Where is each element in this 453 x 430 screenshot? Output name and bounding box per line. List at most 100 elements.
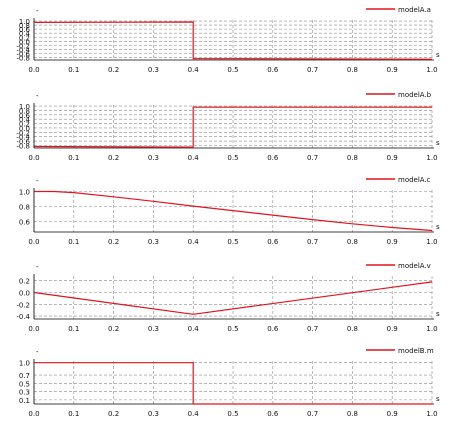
x-tick-label: 0.9 <box>387 238 398 246</box>
y-tick-label: 0.6 <box>19 26 31 34</box>
chart-panel-4: 0.2 0.0 -0.2 -0.4 0.0 0.1 0.2 0.3 0.4 0.5 0.6 0.7 0.… <box>16 262 440 333</box>
y-tick-label: 0.2 <box>19 121 30 129</box>
x-tick-label: 0.3 <box>148 66 159 74</box>
x-tick-label: 0.7 <box>307 410 318 418</box>
x-tick-label: 0.2 <box>108 154 119 162</box>
x-unit-label: s <box>436 310 440 318</box>
y-tick-label: 0.0 <box>19 125 30 133</box>
x-tick-label: 0.7 <box>307 325 318 333</box>
x-unit-label: s <box>436 139 440 147</box>
y-tick-label: -0.2 <box>16 301 30 309</box>
x-tick-label: 0.8 <box>347 410 358 418</box>
y-tick-label: 1.0 <box>19 18 30 26</box>
y-tick-label: 1.0 <box>19 189 30 197</box>
y-unit-label: - <box>36 177 39 185</box>
x-tick-label: 0.3 <box>148 410 159 418</box>
y-tick-label: 0.3 <box>19 389 30 397</box>
x-tick-label: 0.8 <box>347 325 358 333</box>
x-unit-label: s <box>436 223 440 231</box>
x-tick-label: 1.0 <box>426 410 437 418</box>
y-tick-label: -0.4 <box>16 313 30 321</box>
x-tick-label: 0.8 <box>347 238 358 246</box>
x-tick-label: 0.8 <box>347 154 358 162</box>
chart-panel-5: 1.00.70.50.30.10.0 0.1 0.2 0.3 0.4 0.5 0.6 0.7 0… <box>19 347 440 418</box>
x-tick-label: 0.6 <box>267 410 279 418</box>
series-line <box>33 281 433 315</box>
x-tick-label: 1.0 <box>426 238 437 246</box>
x-tick-label: 0.0 <box>28 325 39 333</box>
x-tick-label: 0.4 <box>188 410 200 418</box>
y-tick-label: 1.0 <box>19 360 30 368</box>
x-tick-label: 0.3 <box>148 238 159 246</box>
chart-panel-1: 1.00.80.60.40.20.0-0.2-0.4-0.6-0.80.0 0.1… <box>16 6 440 74</box>
series-line <box>33 21 433 60</box>
x-tick-label: 0.8 <box>347 66 358 74</box>
y-tick-label: 0.0 <box>19 38 30 46</box>
x-tick-label: 0.0 <box>28 238 39 246</box>
y-tick-label: 0.5 <box>19 380 30 388</box>
y-tick-label: 0.4 <box>19 30 31 38</box>
y-tick-label: 0.1 <box>19 397 30 405</box>
x-tick-label: 0.9 <box>387 154 398 162</box>
legend-label: modelA.c <box>398 176 431 184</box>
legend-label: modelA.a <box>398 6 431 14</box>
chart-panel-2: 1.00.80.60.40.20.0-0.2-0.4-0.6-0.80.0 0.1… <box>16 91 440 162</box>
y-tick-label: 0.6 <box>19 112 31 120</box>
x-tick-label: 0.1 <box>68 66 79 74</box>
x-tick-label: 0.9 <box>387 410 398 418</box>
y-tick-label: -0.6 <box>16 51 30 59</box>
y-tick-label: 0.4 <box>19 116 31 124</box>
y-tick-label: 0.7 <box>19 372 30 380</box>
y-tick-label: 0.6 <box>19 219 31 227</box>
y-tick-label: -0.6 <box>16 138 30 146</box>
x-tick-label: 0.1 <box>68 154 79 162</box>
y-tick-label: -0.2 <box>16 42 30 50</box>
x-tick-label: 1.0 <box>426 325 437 333</box>
x-tick-label: 0.3 <box>148 325 159 333</box>
legend-label: modelB.m <box>398 347 434 355</box>
x-tick-label: 0.0 <box>28 66 39 74</box>
y-tick-label: -0.4 <box>16 134 30 142</box>
x-tick-label: 0.9 <box>387 66 398 74</box>
series-line <box>34 190 433 232</box>
legend-label: modelA.b <box>398 91 432 99</box>
y-tick-label: 0.8 <box>19 22 30 30</box>
x-tick-label: 0.7 <box>307 238 318 246</box>
y-unit-label: - <box>36 7 39 15</box>
x-tick-label: 0.4 <box>188 325 200 333</box>
x-tick-label: 0.4 <box>188 154 200 162</box>
x-tick-label: 0.5 <box>227 154 238 162</box>
y-tick-label: 0.2 <box>19 34 30 42</box>
x-tick-label: 1.0 <box>426 154 437 162</box>
y-tick-label: 0.0 <box>19 289 30 297</box>
y-tick-label: -0.8 <box>16 142 30 150</box>
x-unit-label: s <box>436 51 440 59</box>
x-tick-label: 0.5 <box>227 238 238 246</box>
y-tick-label: -0.4 <box>16 46 30 54</box>
y-tick-label: -0.2 <box>16 129 30 137</box>
series-line <box>34 362 432 405</box>
x-tick-label: 0.9 <box>387 325 398 333</box>
x-tick-label: 0.5 <box>227 325 238 333</box>
series-line <box>33 106 432 148</box>
legend-label: modelA.v <box>398 262 431 270</box>
y-tick-label: 0.2 <box>19 278 30 286</box>
x-tick-label: 0.4 <box>188 66 200 74</box>
x-unit-label: s <box>436 395 440 403</box>
x-tick-label: 0.1 <box>68 238 79 246</box>
x-tick-label: 0.6 <box>267 154 279 162</box>
x-tick-label: 0.5 <box>227 66 238 74</box>
x-tick-label: 0.6 <box>267 325 279 333</box>
x-tick-label: 0.0 <box>28 410 39 418</box>
x-tick-label: 0.6 <box>267 238 279 246</box>
y-unit-label: - <box>36 348 39 356</box>
x-tick-label: 0.3 <box>148 154 159 162</box>
x-tick-label: 0.7 <box>307 66 318 74</box>
x-tick-label: 0.4 <box>188 238 200 246</box>
x-tick-label: 0.2 <box>108 410 119 418</box>
x-tick-label: 0.5 <box>227 410 238 418</box>
y-tick-label: 0.8 <box>19 204 30 212</box>
x-tick-label: 0.1 <box>68 325 79 333</box>
x-tick-label: 0.7 <box>307 154 318 162</box>
